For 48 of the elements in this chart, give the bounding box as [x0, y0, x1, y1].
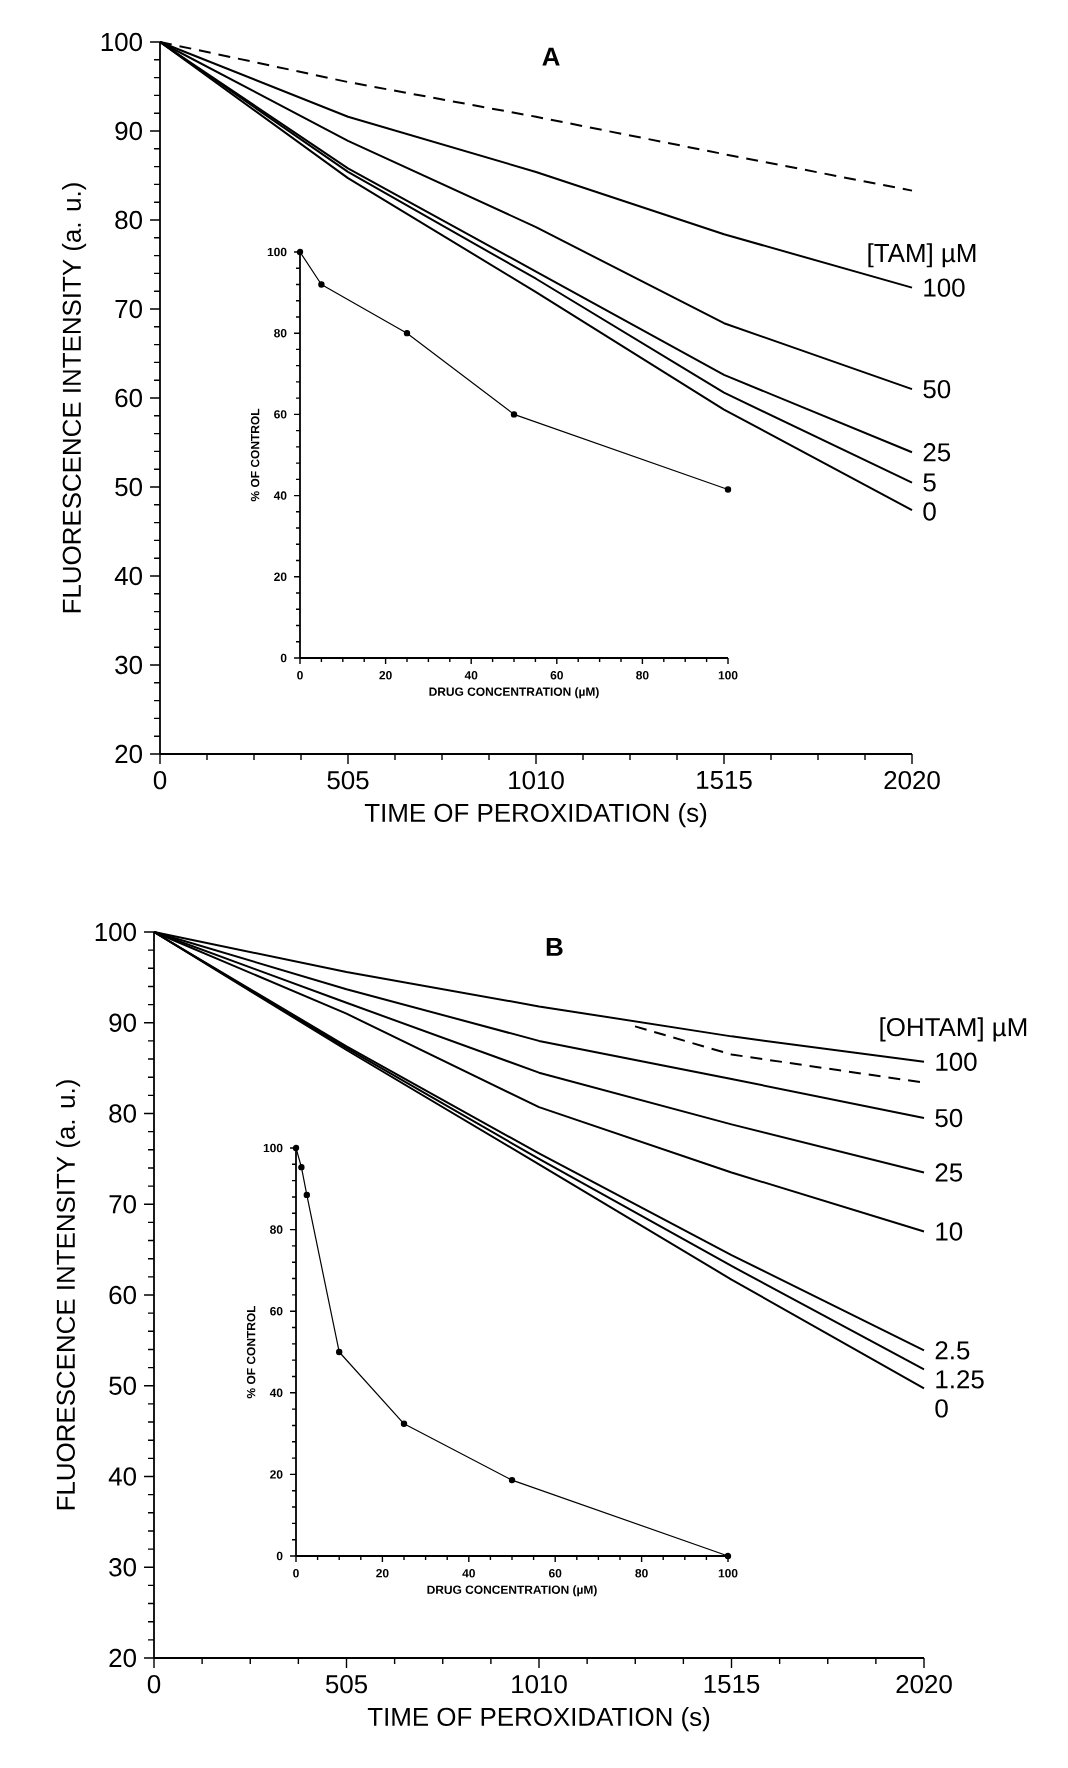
- y-tick-label: 40: [114, 566, 142, 586]
- x-tick-label: 505: [325, 1674, 368, 1694]
- series-label: 10: [936, 1222, 963, 1241]
- x-tick-label: 1515: [697, 771, 752, 790]
- series-label: 1.25: [936, 1370, 984, 1389]
- y-tick-label: 80: [109, 1104, 136, 1123]
- y-tick-label: 90: [109, 1013, 136, 1032]
- series-label: 50: [935, 1108, 963, 1128]
- series-label: 0: [935, 1399, 948, 1418]
- y-tick-label: 40: [108, 1467, 136, 1486]
- y-tick-label: 100: [101, 32, 142, 52]
- chart-title: A: [542, 47, 560, 66]
- legend-title: [OHTAM] µM: [880, 1017, 1027, 1042]
- series-label: 100: [936, 1052, 977, 1071]
- y-tick-label: 20: [115, 744, 142, 764]
- x-axis-title: TIME OF PEROXIDATION (s): [364, 803, 707, 828]
- x-tick-label: 1515: [704, 1675, 760, 1694]
- series-label: 25: [923, 443, 951, 462]
- y-tick-label: 20: [109, 1648, 136, 1668]
- y-axis-title: FLUORESCENCE INTENSITY (a. u.): [61, 183, 87, 613]
- series-label: 2.5: [935, 1341, 970, 1360]
- y-tick-label: 30: [109, 1558, 136, 1577]
- x-tick-label: 2020: [896, 1674, 952, 1694]
- y-tick-label: 70: [109, 1195, 136, 1214]
- x-tick-label: 505: [327, 770, 369, 790]
- y-tick-label: 70: [115, 299, 142, 319]
- y-tick-label: 50: [109, 1376, 136, 1395]
- y-tick-label: 100: [95, 922, 136, 942]
- legend-title: [TAM] µM: [868, 243, 976, 268]
- y-tick-label: 50: [115, 477, 142, 497]
- x-tick-label: 2020: [884, 770, 940, 790]
- y-tick-label: 80: [115, 210, 142, 230]
- y-tick-label: 60: [109, 1285, 136, 1305]
- chart-title: B: [546, 937, 563, 956]
- y-axis-title: FLUORESCENCE INTENSITY (a. u.): [55, 1080, 81, 1510]
- series-label: 0: [923, 502, 936, 521]
- series-label: 50: [923, 379, 951, 399]
- y-tick-label: 60: [115, 388, 142, 408]
- x-tick-label: 1010: [512, 1674, 567, 1694]
- y-tick-label: 90: [115, 121, 142, 141]
- y-tick-label: 30: [115, 655, 142, 675]
- x-tick-label: 1010: [509, 770, 564, 790]
- series-label: 25: [935, 1163, 963, 1182]
- series-label: 5: [923, 473, 936, 492]
- x-axis-title: TIME OF PEROXIDATION (s): [367, 1707, 710, 1732]
- x-tick-label: 0: [153, 770, 167, 790]
- x-tick-label: 0: [147, 1674, 161, 1694]
- series-label: 100: [924, 278, 965, 297]
